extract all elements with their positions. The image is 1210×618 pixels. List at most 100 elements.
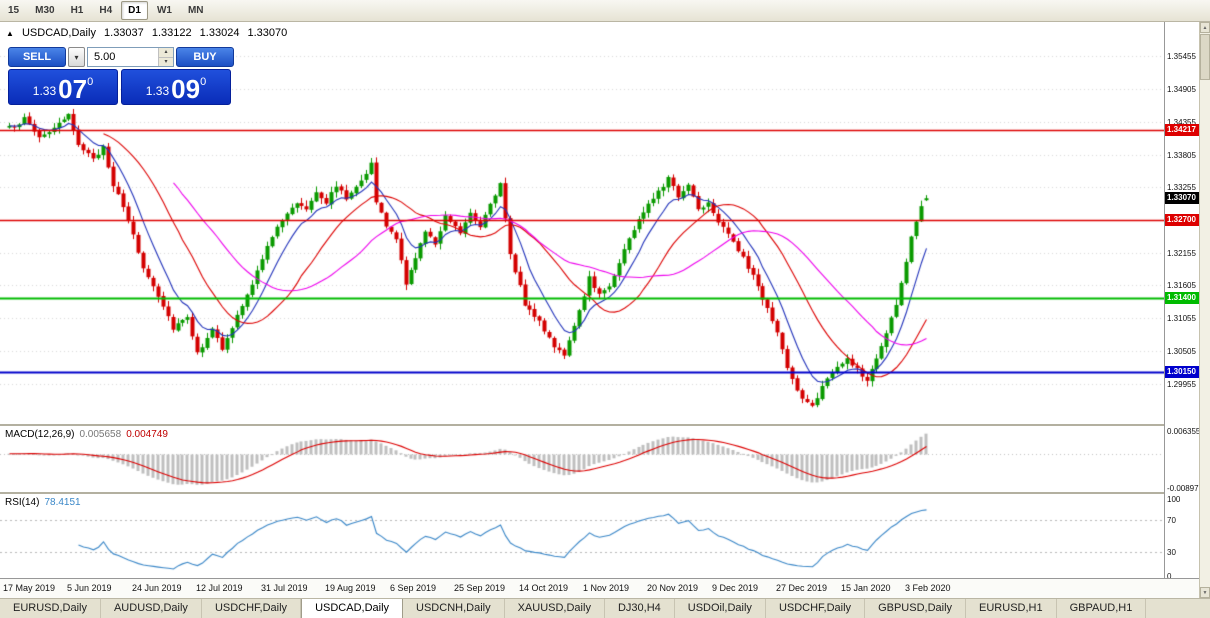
sell-price-sup: 0 bbox=[87, 76, 94, 88]
close-value: 1.33070 bbox=[247, 27, 288, 39]
chart-tab-eurusd-daily[interactable]: EURUSD,Daily bbox=[0, 599, 101, 618]
price-tick-label: 1.33805 bbox=[1167, 150, 1196, 160]
macd-axis-label: 0.006355 bbox=[1167, 427, 1201, 436]
price-tick-label: 1.34355 bbox=[1167, 117, 1196, 127]
rsi-axis-label: 0 bbox=[1167, 572, 1172, 581]
volume-stepper: ▴ ▾ bbox=[158, 48, 173, 66]
chart-tab-usdcnh-daily[interactable]: USDCNH,Daily bbox=[403, 599, 505, 618]
timeframe-button-h4[interactable]: H4 bbox=[99, 5, 113, 16]
sell-button[interactable]: SELL bbox=[8, 47, 66, 67]
date-tick-label: 1 Nov 2019 bbox=[583, 583, 630, 593]
pane-splitter[interactable] bbox=[0, 424, 1199, 426]
pane-splitter[interactable] bbox=[0, 492, 1199, 494]
date-tick-label: 19 Aug 2019 bbox=[325, 583, 376, 593]
buy-price-prefix: 1.33 bbox=[145, 84, 170, 98]
trade-prices-row: 1.33 07 0 1.33 09 0 bbox=[8, 69, 234, 105]
rsi-axis-label: 100 bbox=[1167, 495, 1181, 504]
chart-tab-audusd-daily[interactable]: AUDUSD,Daily bbox=[101, 599, 202, 618]
date-tick-label: 3 Feb 2020 bbox=[905, 583, 951, 593]
price-tick-label: 1.32155 bbox=[1167, 248, 1196, 258]
buy-price-big: 09 bbox=[171, 74, 201, 104]
date-tick-label: 15 Jan 2020 bbox=[841, 583, 891, 593]
price-tick-label: 1.29955 bbox=[1167, 379, 1196, 389]
chevron-down-icon: ▾ bbox=[74, 52, 79, 62]
high-value: 1.33122 bbox=[151, 27, 192, 39]
price-tick-label: 1.30505 bbox=[1167, 346, 1196, 356]
price-axis[interactable]: 1.35455 1.34905 1.34355 1.33805 1.33255 1.327… bbox=[1164, 22, 1203, 581]
vertical-scrollbar[interactable]: ▲ ▼ bbox=[1199, 22, 1210, 598]
buy-price-sup: 0 bbox=[200, 76, 207, 88]
date-tick-label: 14 Oct 2019 bbox=[519, 583, 569, 593]
chart-tab-gbpusd-daily[interactable]: GBPUSD,Daily bbox=[865, 599, 967, 618]
chart-region: ▲ USDCAD,Daily 1.33037 1.33122 1.33024 1… bbox=[0, 22, 1210, 598]
date-tick-label: 17 May 2019 bbox=[3, 583, 56, 593]
buy-button[interactable]: BUY bbox=[176, 47, 234, 67]
one-click-trading-panel: SELL ▾ 5.00 ▴ ▾ BUY 1.33 07 0 1 bbox=[8, 47, 234, 105]
date-tick-label: 24 Jun 2019 bbox=[132, 583, 182, 593]
current-price-badge: 1.33070 bbox=[1165, 192, 1199, 205]
chart-tab-eurusd-h1[interactable]: EURUSD,H1 bbox=[966, 599, 1057, 618]
rsi-value: 78.4151 bbox=[44, 497, 81, 508]
macd-pane-canvas[interactable] bbox=[0, 426, 1164, 492]
macd-name: MACD(12,26,9) bbox=[5, 429, 75, 440]
buy-price-button[interactable]: 1.33 09 0 bbox=[121, 69, 231, 105]
chart-tab-xauusd-daily[interactable]: XAUUSD,Daily bbox=[505, 599, 605, 618]
date-tick-label: 9 Dec 2019 bbox=[712, 583, 759, 593]
volume-dropdown[interactable]: ▾ bbox=[68, 47, 85, 67]
date-tick-label: 6 Sep 2019 bbox=[390, 583, 437, 593]
timeframe-toolbar: 15 M30 H1 H4 D1 W1 MN bbox=[0, 0, 1210, 22]
timeframe-button-mn[interactable]: MN bbox=[187, 5, 204, 16]
chart-tab-usdchf-daily[interactable]: USDCHF,Daily bbox=[202, 599, 302, 618]
volume-increase-button[interactable]: ▴ bbox=[159, 48, 173, 58]
price-tick-label: 1.35455 bbox=[1167, 52, 1196, 62]
chart-tab-bar: EURUSD,Daily AUDUSD,Daily USDCHF,Daily USDC… bbox=[0, 598, 1210, 618]
level-price-badge: 1.34217 bbox=[1165, 123, 1199, 136]
sell-price-button[interactable]: 1.33 07 0 bbox=[8, 69, 118, 105]
macd-main-value: 0.005658 bbox=[79, 429, 122, 440]
macd-indicator-label: MACD(12,26,9) 0.005658 0.004749 bbox=[5, 429, 168, 440]
volume-field[interactable]: 5.00 ▴ ▾ bbox=[87, 47, 174, 67]
chart-tab-gbpaud-h1[interactable]: GBPAUD,H1 bbox=[1057, 599, 1147, 618]
rsi-name: RSI(14) bbox=[5, 497, 40, 508]
timeframe-button-h1[interactable]: H1 bbox=[70, 5, 84, 16]
rsi-axis-label: 30 bbox=[1167, 548, 1176, 557]
price-tick-label: 1.34905 bbox=[1167, 85, 1196, 95]
timeframe-button-d1[interactable]: D1 bbox=[121, 1, 148, 20]
timeframe-button-m30[interactable]: M30 bbox=[35, 5, 55, 16]
chart-tab-dj30-h4[interactable]: DJ30,H4 bbox=[605, 599, 675, 618]
date-tick-label: 12 Jul 2019 bbox=[196, 583, 243, 593]
trade-controls-row: SELL ▾ 5.00 ▴ ▾ BUY bbox=[8, 47, 234, 67]
date-tick-label: 31 Jul 2019 bbox=[261, 583, 308, 593]
rsi-pane-canvas[interactable] bbox=[0, 494, 1164, 578]
sell-price-prefix: 1.33 bbox=[32, 84, 57, 98]
symbol-label: USDCAD,Daily bbox=[21, 27, 96, 39]
chart-tab-usdcad-daily[interactable]: USDCAD,Daily bbox=[301, 599, 404, 618]
date-tick-label: 27 Dec 2019 bbox=[776, 583, 828, 593]
date-tick-label: 20 Nov 2019 bbox=[647, 583, 699, 593]
level-price-badge: 1.30150 bbox=[1165, 365, 1199, 378]
macd-axis-label: -0.008978 bbox=[1167, 484, 1204, 494]
rsi-axis-label: 70 bbox=[1167, 516, 1176, 525]
scroll-up-button[interactable]: ▲ bbox=[1200, 22, 1210, 33]
scrollbar-thumb[interactable] bbox=[1200, 34, 1210, 80]
price-tick-label: 1.31055 bbox=[1167, 314, 1196, 324]
level-price-badge: 1.31400 bbox=[1165, 291, 1199, 304]
chart-tab-usdchf-daily[interactable]: USDCHF,Daily bbox=[766, 599, 866, 618]
low-value: 1.33024 bbox=[199, 27, 240, 39]
volume-value: 5.00 bbox=[94, 51, 116, 63]
price-tick-label: 1.31605 bbox=[1167, 281, 1196, 291]
sell-price-big: 07 bbox=[58, 74, 88, 104]
open-value: 1.33037 bbox=[104, 27, 144, 39]
volume-decrease-button[interactable]: ▾ bbox=[159, 57, 173, 66]
price-tick-label: 1.33255 bbox=[1167, 183, 1196, 193]
scroll-down-button[interactable]: ▼ bbox=[1200, 587, 1210, 598]
ohlc-header: ▲ USDCAD,Daily 1.33037 1.33122 1.33024 1… bbox=[6, 27, 292, 39]
rsi-indicator-label: RSI(14) 78.4151 bbox=[5, 497, 81, 508]
time-axis[interactable]: 17 May 2019 5 Jun 2019 24 Jun 2019 12 Jul 2… bbox=[0, 578, 1199, 598]
chart-tab-usdoil-daily[interactable]: USDOil,Daily bbox=[675, 599, 766, 618]
timeframe-button-15[interactable]: 15 bbox=[8, 5, 20, 16]
date-tick-label: 5 Jun 2019 bbox=[67, 583, 112, 593]
macd-signal-value: 0.004749 bbox=[126, 429, 168, 440]
timeframe-button-w1[interactable]: W1 bbox=[156, 5, 172, 16]
